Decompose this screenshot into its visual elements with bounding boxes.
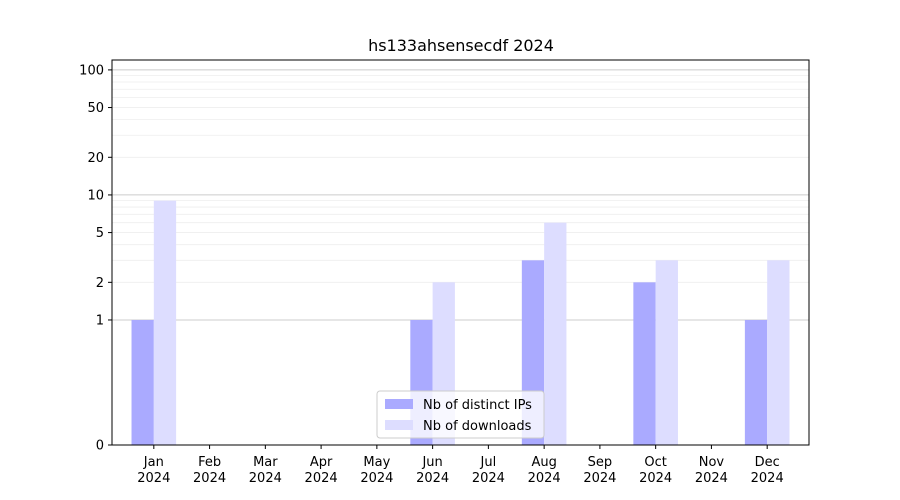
plot-area-frame	[111, 59, 810, 446]
bar-downloads-jan	[153, 200, 177, 445]
y-axis: 0 1 2 5 10 20 50 100	[79, 63, 112, 454]
x-tick-label-month: May	[363, 455, 390, 470]
x-tick-label-month: Mar	[253, 455, 278, 470]
x-tick-label-month: Feb	[198, 455, 221, 470]
legend-label: Nb of distinct IPs	[423, 398, 532, 413]
y-tick-label: 10	[87, 188, 104, 203]
x-tick-label-month: Jun	[421, 455, 442, 470]
bar-downloads-dec	[767, 260, 790, 445]
x-tick-label-year: 2024	[583, 471, 616, 486]
legend-swatch	[385, 420, 413, 430]
y-tick-label: 50	[87, 101, 104, 116]
x-tick-label-year: 2024	[249, 471, 282, 486]
bar-downloads-aug	[544, 222, 567, 445]
x-tick-label-month: Jul	[480, 455, 497, 470]
x-tick-label-month: Sep	[588, 455, 613, 470]
x-tick-label-year: 2024	[137, 471, 170, 486]
legend-swatch	[385, 399, 413, 409]
y-tick-label: 1	[96, 313, 104, 328]
legend: Nb of distinct IPs Nb of downloads	[376, 390, 545, 439]
bar-downloads-oct	[655, 260, 678, 445]
x-tick-label-year: 2024	[695, 471, 728, 486]
x-tick-label-year: 2024	[360, 471, 393, 486]
x-tick-label-month: Nov	[699, 455, 725, 470]
chart-title: hs133ahsensecdf 2024	[368, 36, 554, 55]
x-tick-label-year: 2024	[193, 471, 226, 486]
x-tick-label-year: 2024	[528, 471, 561, 486]
y-tick-label: 5	[96, 226, 104, 241]
y-tick-label: 20	[87, 151, 104, 166]
x-tick-label-month: Jan	[143, 455, 164, 470]
x-axis: Jan2024Feb2024Mar2024Apr2024May2024Jun20…	[137, 445, 784, 486]
bar-ips-dec	[744, 319, 768, 445]
x-tick-label-month: Dec	[755, 455, 780, 470]
x-tick-label-year: 2024	[639, 471, 672, 486]
x-tick-label-month: Apr	[310, 455, 333, 470]
bar-ips-oct	[633, 282, 656, 445]
grid-lines	[112, 69, 809, 321]
x-tick-label-year: 2024	[416, 471, 449, 486]
legend-box	[376, 390, 545, 439]
x-tick-label-month: Aug	[531, 455, 556, 470]
y-tick-label: 100	[79, 63, 104, 78]
x-tick-label-month: Oct	[644, 455, 666, 470]
x-tick-label-year: 2024	[472, 471, 505, 486]
y-tick-label: 0	[96, 439, 104, 454]
bar-ips-jan	[131, 319, 154, 445]
y-tick-label: 2	[96, 276, 104, 291]
x-tick-label-year: 2024	[751, 471, 784, 486]
x-tick-label-year: 2024	[305, 471, 338, 486]
legend-label: Nb of downloads	[423, 419, 532, 434]
